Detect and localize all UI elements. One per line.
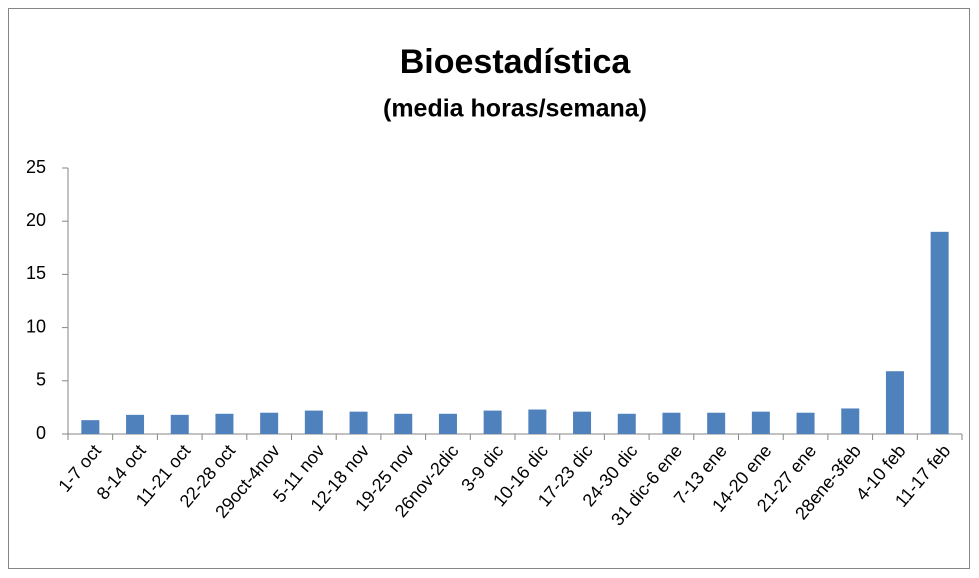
bar [573,411,592,434]
bar [751,411,770,434]
chart-border [8,8,970,569]
bar [215,413,234,434]
bar [707,412,726,434]
bar [260,412,279,434]
bar [483,410,502,434]
chart-subtitle: (media horas/semana) [383,95,647,123]
bar [796,412,815,434]
y-tick-label: 15 [26,263,46,283]
y-tick-label: 10 [26,316,46,336]
bar [885,371,904,434]
y-tick-label: 0 [36,423,46,443]
bar [438,413,457,434]
bar [617,413,636,434]
bar [930,231,949,434]
bar [126,414,145,434]
bar [662,412,681,434]
bar [394,413,413,434]
bar [528,409,547,434]
bar [841,408,860,434]
bar [304,410,323,434]
bar [81,420,100,434]
y-tick-label: 25 [26,157,46,177]
chart-title: Bioestadística [400,43,632,81]
y-tick-label: 5 [36,370,46,390]
bar [170,414,189,434]
bar [349,411,368,434]
y-tick-label: 20 [26,210,46,230]
